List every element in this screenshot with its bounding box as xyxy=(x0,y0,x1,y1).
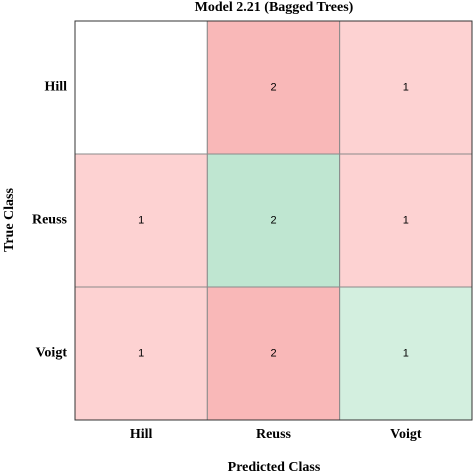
cell xyxy=(339,286,473,421)
x-tick-label: Hill xyxy=(130,427,153,442)
cell xyxy=(74,153,208,288)
cell-value: 2 xyxy=(270,81,276,93)
y-axis-label: True Class xyxy=(2,188,17,252)
cell-value: 1 xyxy=(403,81,409,93)
cell xyxy=(339,20,473,155)
cell xyxy=(74,286,208,421)
cell-value: 1 xyxy=(403,347,409,359)
y-tick-label: Reuss xyxy=(32,213,68,228)
plot-border xyxy=(74,20,473,421)
cell xyxy=(206,153,341,288)
cell xyxy=(339,153,473,288)
y-tick-label: Hill xyxy=(44,80,67,95)
cell-value: 1 xyxy=(403,214,409,226)
cell-value: 2 xyxy=(270,347,276,359)
cell xyxy=(206,20,341,155)
cell-value: 2 xyxy=(270,214,276,226)
cell-value: 1 xyxy=(138,347,144,359)
cell xyxy=(74,20,208,155)
x-tick-label: Voigt xyxy=(390,427,422,442)
x-tick-label: Reuss xyxy=(256,427,292,442)
cell-value: 1 xyxy=(138,214,144,226)
chart-title: Model 2.21 (Bagged Trees) xyxy=(195,0,354,15)
y-tick-label: Voigt xyxy=(36,346,68,361)
x-axis-label: Predicted Class xyxy=(228,460,321,475)
